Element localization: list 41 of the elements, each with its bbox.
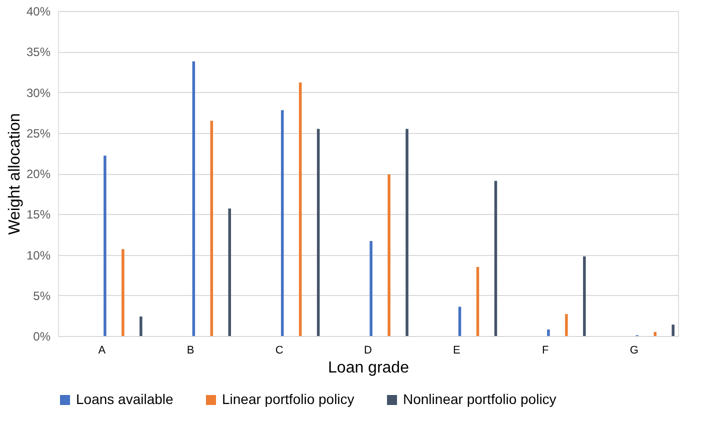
legend-label: Loans available bbox=[76, 391, 174, 407]
legend-label: Nonlinear portfolio policy bbox=[403, 391, 556, 407]
bar bbox=[104, 156, 106, 336]
bar bbox=[140, 316, 142, 336]
y-tick-label: 5% bbox=[33, 288, 51, 303]
bar bbox=[654, 332, 657, 336]
x-tick-label: A bbox=[98, 344, 106, 356]
y-tick-label: 15% bbox=[26, 208, 51, 222]
y-tick-label: 10% bbox=[26, 248, 51, 262]
bar bbox=[458, 306, 462, 336]
x-axis-title: Loan grade bbox=[328, 360, 410, 376]
y-tick-label: 40% bbox=[26, 4, 51, 18]
legend-label: Linear portfolio policy bbox=[222, 391, 354, 407]
bar bbox=[280, 110, 284, 336]
bar bbox=[298, 82, 302, 336]
x-tick-label: B bbox=[186, 344, 194, 356]
y-tick-label: 0% bbox=[33, 330, 51, 344]
bar bbox=[122, 249, 124, 336]
y-tick-label: 30% bbox=[26, 86, 51, 100]
bar bbox=[228, 208, 232, 336]
bar bbox=[565, 314, 568, 336]
bar bbox=[547, 330, 550, 336]
x-tick-label: G bbox=[630, 344, 638, 356]
x-tick-label: E bbox=[453, 344, 460, 356]
bar bbox=[494, 180, 498, 336]
bar bbox=[406, 128, 408, 336]
bar bbox=[583, 256, 586, 336]
x-tick-label: D bbox=[364, 344, 372, 356]
x-tick-label: F bbox=[542, 344, 550, 356]
bar bbox=[370, 240, 372, 336]
bar bbox=[476, 266, 480, 336]
x-tick-label: C bbox=[275, 344, 284, 356]
bar bbox=[388, 174, 390, 336]
y-tick-label: 20% bbox=[26, 167, 51, 181]
bar bbox=[672, 324, 674, 336]
bar bbox=[192, 61, 196, 336]
bar bbox=[210, 120, 214, 336]
y-axis-title: Weight allocation bbox=[6, 113, 24, 235]
bar bbox=[316, 128, 320, 336]
y-tick-label: 25% bbox=[26, 126, 51, 140]
y-tick-label: 35% bbox=[26, 45, 51, 60]
